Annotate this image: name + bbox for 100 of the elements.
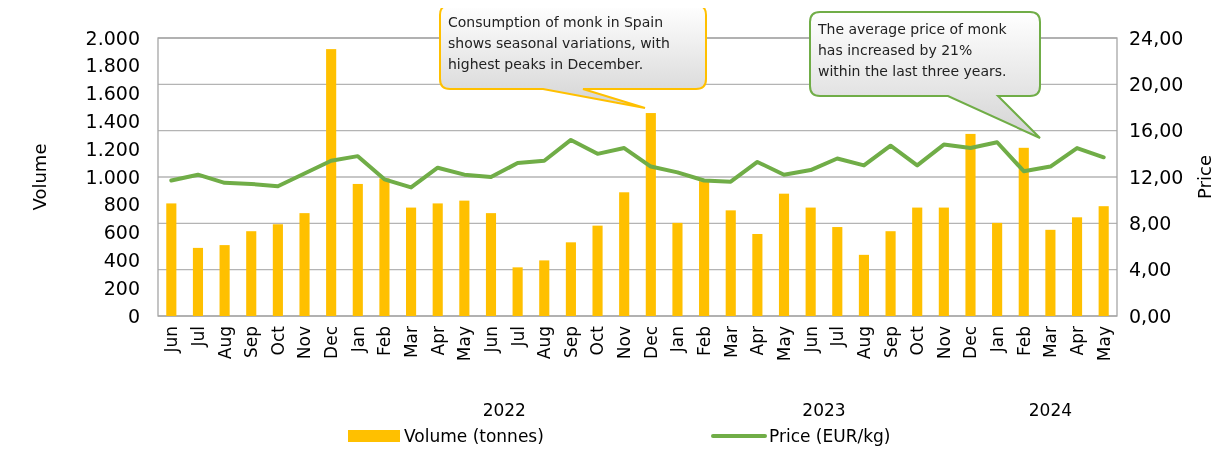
x-tick-label: May (1093, 326, 1114, 362)
y2-tick-label: 16,00 (1129, 119, 1184, 142)
legend-label: Price (EUR/kg) (769, 426, 891, 446)
bar (272, 224, 283, 316)
legend-label: Volume (tonnes) (404, 426, 544, 446)
text: 2023 (802, 400, 846, 420)
x-tick-label: Mar (401, 325, 422, 359)
bar (938, 207, 949, 316)
y-tick-label: 400 (103, 249, 140, 272)
annotation: Consumption of monk in Spain shows seasonal variations, with highest peaks in December. (448, 14, 670, 72)
bar (459, 200, 470, 316)
bar (166, 203, 177, 316)
bar (858, 254, 869, 316)
y2-tick-label: 0,00 (1129, 304, 1172, 327)
bar (592, 225, 603, 316)
bar (965, 133, 976, 316)
bar (299, 213, 310, 316)
y-tick-label: 600 (103, 221, 140, 244)
x-tick-label: Oct (587, 325, 608, 356)
bar (326, 49, 337, 316)
x-tick-label: Jul (187, 326, 208, 348)
bar (619, 192, 630, 316)
x-tick-label: Sep (880, 326, 901, 359)
bar (752, 233, 763, 316)
x-tick-label: Oct (267, 325, 288, 356)
bar (406, 207, 417, 316)
y-tick-label: 1.400 (85, 110, 140, 133)
x-tick-label: Dec (960, 326, 981, 359)
bar (1045, 229, 1056, 316)
bar (565, 242, 576, 316)
bar (352, 183, 363, 316)
bar (432, 203, 443, 316)
bar (699, 181, 710, 316)
bar (992, 222, 1003, 316)
y-tick-label: 200 (103, 276, 140, 299)
text: 2024 (1028, 400, 1073, 420)
bar (725, 210, 736, 316)
x-tick-label: Jan (347, 326, 368, 354)
line-series (169, 137, 1106, 190)
y-axis-title: Volume (29, 143, 50, 211)
bar (219, 245, 230, 316)
x-tick-label: Nov (614, 326, 635, 360)
bar (672, 222, 683, 316)
y-tick-label: 1.200 (85, 137, 140, 160)
x-tick-label: Jan (667, 326, 688, 354)
x-tick-label: Dec (321, 326, 342, 359)
y2-tick-label: 4,00 (1129, 258, 1172, 281)
x-tick-label: Jun (480, 326, 501, 354)
x-tick-label: Jun (161, 326, 182, 354)
x-tick-label: Feb (374, 326, 395, 357)
bar (539, 260, 550, 316)
bar (805, 207, 816, 316)
x-tick-label: Nov (933, 326, 954, 360)
annotation: The average price of monk has increased by 21% within the last three years. (817, 21, 1008, 79)
bar (246, 231, 257, 316)
bar (778, 193, 790, 316)
y2-tick-label: 24,00 (1129, 26, 1184, 49)
bar (512, 267, 523, 316)
x-tick-label: Sep (560, 326, 581, 359)
y-tick-label: 1.600 (85, 82, 140, 105)
x-tick-label: Jun (800, 326, 821, 354)
y-tick-label: 2.000 (85, 26, 140, 49)
bar (1071, 217, 1083, 316)
x-tick-label: Dec (640, 326, 661, 359)
y2-tick-label: 12,00 (1129, 165, 1184, 188)
x-tick-label: Jul (507, 326, 528, 348)
x-tick-label: Nov (294, 326, 315, 360)
x-tick-label: Apr (1066, 326, 1087, 356)
x-tick-label: Mar (1040, 325, 1061, 359)
x-tick-label: Oct (907, 325, 928, 356)
bar (645, 113, 656, 316)
bar (379, 178, 390, 316)
bar (1018, 147, 1029, 316)
x-tick-label: Aug (534, 326, 555, 360)
y-tick-label: 1.800 (85, 54, 140, 77)
bar (1098, 206, 1109, 316)
y-tick-label: 1.000 (85, 165, 140, 188)
x-tick-label: Mar (720, 325, 741, 359)
bar (912, 207, 923, 316)
bar (885, 231, 896, 316)
bar (192, 247, 204, 316)
y2-axis-title: Price (1194, 155, 1215, 199)
x-tick-label: Jul (827, 326, 848, 348)
y-tick-label: 800 (103, 193, 140, 216)
y-tick-label: 0 (127, 304, 140, 327)
bar (485, 213, 497, 316)
x-tick-label: Feb (694, 326, 715, 357)
x-tick-label: May (773, 326, 794, 362)
x-tick-label: Aug (853, 326, 874, 360)
y2-tick-label: 20,00 (1129, 72, 1184, 95)
x-tick-label: Feb (1013, 326, 1034, 357)
text: 2022 (482, 400, 526, 420)
y2-tick-label: 8,00 (1129, 211, 1172, 234)
bar (832, 227, 843, 316)
x-tick-label: Aug (214, 326, 235, 360)
x-tick-label: Sep (241, 326, 262, 359)
x-tick-label: Apr (427, 326, 448, 356)
x-tick-label: May (454, 326, 475, 362)
x-tick-label: Jan (987, 326, 1008, 354)
x-tick-label: Apr (747, 326, 768, 356)
